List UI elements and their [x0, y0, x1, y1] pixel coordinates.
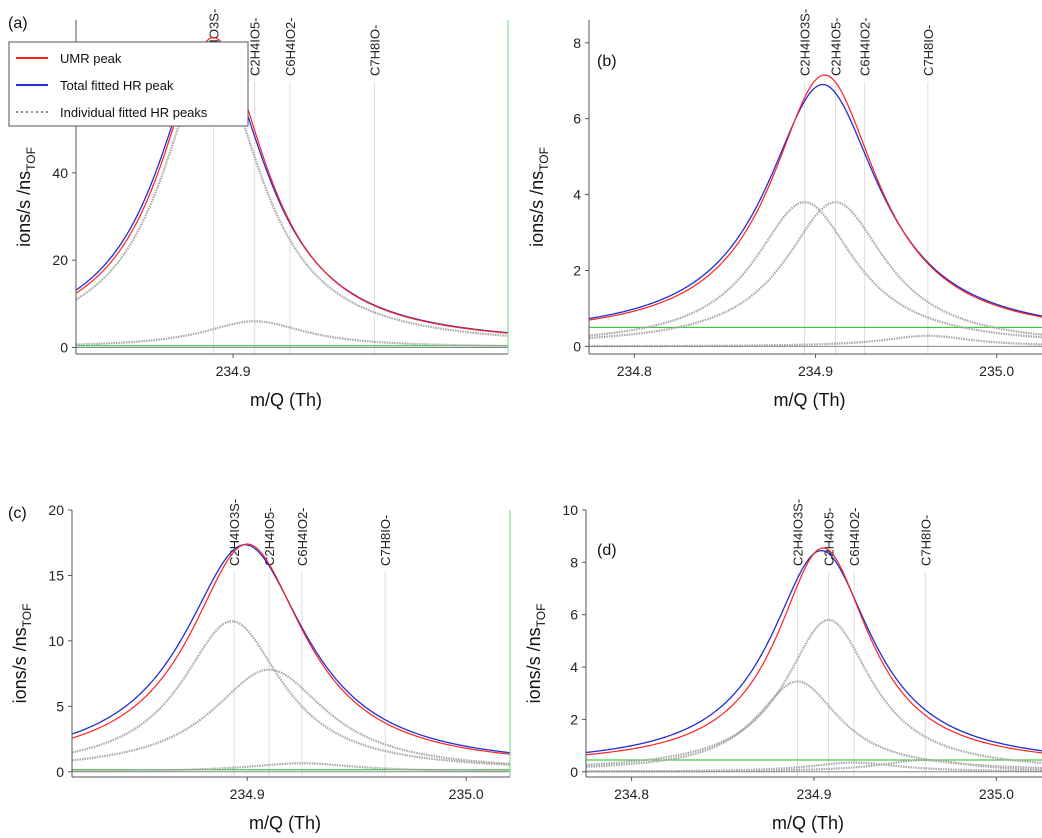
panels: (a)C2H4IO3S-C2H4IO5-C6H4IO2-C7H8IO-02040…: [8, 9, 1042, 833]
total-fit-curve: [588, 83, 1042, 320]
y-tick-label: 15: [48, 567, 64, 583]
y-tick-label: 20: [48, 502, 64, 518]
y-tick-label: 0: [573, 338, 581, 354]
y-axis-label: ions/s /nsTOF: [524, 604, 548, 704]
umr-curve: [71, 543, 511, 755]
ion-label: C7H8IO-: [367, 25, 382, 76]
umr-curve: [585, 547, 1042, 756]
x-tick-label: 234.9: [798, 363, 833, 379]
panel-label: (b): [597, 53, 617, 70]
ion-label: C2H4IO5-: [828, 17, 843, 76]
ion-label: C7H8IO-: [378, 515, 393, 566]
y-axis-label-subscript: TOF: [20, 604, 34, 628]
individual-peak-C2H4IO5-: [588, 201, 1042, 340]
y-axis-label-main: ions/s /ns: [527, 171, 547, 247]
y-axis-label: ions/s /nsTOF: [527, 147, 551, 247]
y-axis-label-main: ions/s /ns: [14, 171, 34, 247]
y-axis-label-main: ions/s /ns: [10, 627, 30, 703]
ion-label: C2H4IO5-: [262, 507, 277, 566]
ion-label: C2H4IO3S-: [791, 499, 806, 566]
y-axis-label-subscript: TOF: [24, 147, 38, 171]
ion-label: C7H8IO-: [918, 515, 933, 566]
x-tick-label: 234.8: [614, 786, 649, 802]
total-fit-curve: [71, 544, 511, 754]
x-tick-label: 234.9: [230, 786, 265, 802]
x-tick-label: 234.9: [216, 363, 251, 379]
y-axis-label-subscript: TOF: [534, 604, 548, 628]
legend-label-umr: UMR peak: [60, 51, 122, 66]
x-axis-label: m/Q (Th): [772, 813, 844, 833]
y-tick-label: 6: [570, 607, 578, 623]
y-tick-label: 0: [56, 764, 64, 780]
ion-label: C2H4IO3S-: [798, 9, 813, 76]
y-tick-label: 6: [573, 111, 581, 127]
legend-label-total: Total fitted HR peak: [60, 78, 174, 93]
y-tick-label: 8: [570, 554, 578, 570]
y-axis-label: ions/s /nsTOF: [10, 604, 34, 704]
x-tick-label: 235.0: [979, 786, 1014, 802]
individual-peak-C7H8IO-: [589, 334, 1042, 348]
x-tick-label: 234.9: [796, 786, 831, 802]
panel-d: (d) C2H4IO3S- C2H4IO5- C6H4IO2- C7H8IO-02468…: [524, 499, 1042, 833]
y-tick-label: 2: [573, 263, 581, 279]
x-tick-label: 234.8: [617, 363, 652, 379]
individual-peak-C2H4IO5-: [71, 668, 511, 765]
ion-label: C7H8IO-: [921, 25, 936, 76]
ion-label: C6H4IO2-: [847, 507, 862, 566]
y-tick-label: 4: [573, 187, 581, 203]
panel-c: (c) C2H4IO3S- C2H4IO5- C6H4IO2- C7H8IO- 0 5 10 1…: [8, 499, 511, 833]
panel-label: (d): [597, 542, 617, 559]
ion-label: C6H4IO2-: [857, 17, 872, 76]
y-tick-label: 2: [570, 711, 578, 727]
panel-b: (b) C2H4IO3S- C2H4IO5- C6H4IO2- C7H8IO- 0 2 4 6 8…: [527, 9, 1042, 410]
y-tick-label: 10: [48, 633, 64, 649]
legend-label-individual: Individual fitted HR peaks: [60, 105, 208, 120]
legend-box: [8, 41, 249, 127]
ion-label: C2H4IO5-: [248, 17, 263, 76]
x-axis-label: m/Q (Th): [249, 813, 321, 833]
y-tick-label: 5: [56, 698, 64, 714]
y-tick-label: 10: [562, 502, 578, 518]
y-axis-label-main: ions/s /ns: [524, 627, 544, 703]
x-axis-label: m/Q (Th): [250, 390, 322, 410]
y-axis-label-subscript: TOF: [537, 147, 551, 171]
x-tick-label: 235.0: [979, 363, 1014, 379]
y-tick-label: 8: [573, 35, 581, 51]
y-tick-label: 20: [52, 252, 68, 268]
total-fit-curve: [585, 549, 1042, 754]
umr-curve: [75, 36, 509, 334]
y-tick-label: 40: [52, 165, 68, 181]
individual-peak-C2H4IO3S-: [588, 201, 1042, 339]
panel-label: (a): [8, 15, 28, 32]
individual-peak-C2H4IO5-: [585, 618, 1042, 766]
individual-peak-C6H4IO2-: [71, 762, 511, 773]
umr-curve: [588, 74, 1042, 321]
individual-peak-C2H4IO5-: [75, 320, 509, 348]
ion-label: C2H4IO3S-: [227, 499, 242, 566]
individual-peak-C2H4IO3S-: [75, 60, 509, 337]
y-tick-label: 0: [60, 339, 68, 355]
ion-label: C6H4IO2-: [283, 17, 298, 76]
y-axis-label: ions/s /nsTOF: [14, 147, 38, 247]
y-tick-label: 4: [570, 659, 578, 675]
y-tick-label: 0: [570, 764, 578, 780]
panel-label: (c): [8, 505, 27, 522]
legend: UMR peak Total fitted HR peak Individual…: [8, 41, 249, 127]
individual-peak-C2H4IO3S-: [71, 620, 511, 766]
ion-label: C6H4IO2-: [295, 507, 310, 566]
x-tick-label: 235.0: [449, 786, 484, 802]
x-axis-label: m/Q (Th): [774, 390, 846, 410]
